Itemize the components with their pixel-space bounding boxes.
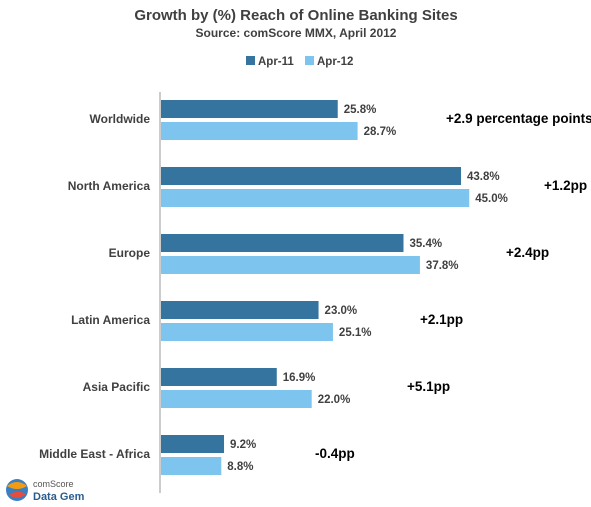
category-label-latin-america: Latin America [71, 313, 150, 327]
value-label-middle-east-africa-apr-11: 9.2% [230, 439, 256, 451]
bar-latin-america-apr-12 [161, 323, 333, 341]
bar-europe-apr-11 [161, 234, 404, 252]
value-label-worldwide-apr-12: 28.7% [364, 126, 397, 138]
bar-asia-pacific-apr-12 [161, 390, 312, 408]
comscore-logo: comScore Data Gem [6, 479, 85, 503]
category-label-asia-pacific: Asia Pacific [83, 380, 151, 394]
value-label-middle-east-africa-apr-12: 8.8% [227, 461, 253, 473]
bar-middle-east-africa-apr-12 [161, 457, 222, 475]
bar-latin-america-apr-11 [161, 301, 319, 319]
bar-north-america-apr-11 [161, 167, 462, 185]
value-label-latin-america-apr-12: 25.1% [339, 327, 372, 339]
plot-area: Worldwide 25.8% 28.7% +2.9 percentage point… [39, 100, 591, 475]
bar-europe-apr-12 [161, 256, 420, 274]
logo-product-text: Data Gem [33, 491, 85, 503]
value-label-north-america-apr-11: 43.8% [467, 171, 500, 183]
value-label-europe-apr-12: 37.8% [426, 260, 459, 272]
annotation-worldwide: +2.9 percentage points [446, 111, 591, 126]
annotation-latin-america: +2.1pp [420, 312, 463, 327]
value-label-worldwide-apr-11: 25.8% [344, 104, 377, 116]
bar-asia-pacific-apr-11 [161, 368, 277, 386]
category-label-north-america: North America [68, 179, 151, 193]
category-label-middle-east-africa: Middle East - Africa [39, 447, 150, 461]
value-label-europe-apr-11: 35.4% [409, 238, 442, 250]
legend: Apr-11 Apr-12 [246, 56, 353, 68]
logo-brand-text: comScore [33, 479, 74, 489]
annotation-europe: +2.4pp [506, 245, 549, 260]
legend-label-apr-11: Apr-11 [258, 56, 294, 68]
legend-label-apr-12: Apr-12 [317, 56, 353, 68]
chart-title: Growth by (%) Reach of Online Banking Si… [134, 7, 457, 24]
bar-worldwide-apr-12 [161, 122, 358, 140]
value-label-asia-pacific-apr-11: 16.9% [283, 372, 316, 384]
annotation-middle-east-africa: -0.4pp [315, 446, 355, 461]
category-label-worldwide: Worldwide [90, 112, 151, 126]
annotation-north-america: +1.2pp [544, 178, 587, 193]
bar-worldwide-apr-11 [161, 100, 338, 118]
legend-swatch-apr-11 [246, 56, 255, 65]
category-label-europe: Europe [109, 246, 151, 260]
chart-subtitle: Source: comScore MMX, April 2012 [196, 26, 397, 40]
value-label-latin-america-apr-11: 23.0% [325, 305, 358, 317]
bar-north-america-apr-12 [161, 189, 470, 207]
bar-middle-east-africa-apr-11 [161, 435, 225, 453]
legend-swatch-apr-12 [305, 56, 314, 65]
value-label-asia-pacific-apr-12: 22.0% [318, 394, 351, 406]
value-label-north-america-apr-12: 45.0% [475, 193, 508, 205]
annotation-asia-pacific: +5.1pp [407, 379, 450, 394]
